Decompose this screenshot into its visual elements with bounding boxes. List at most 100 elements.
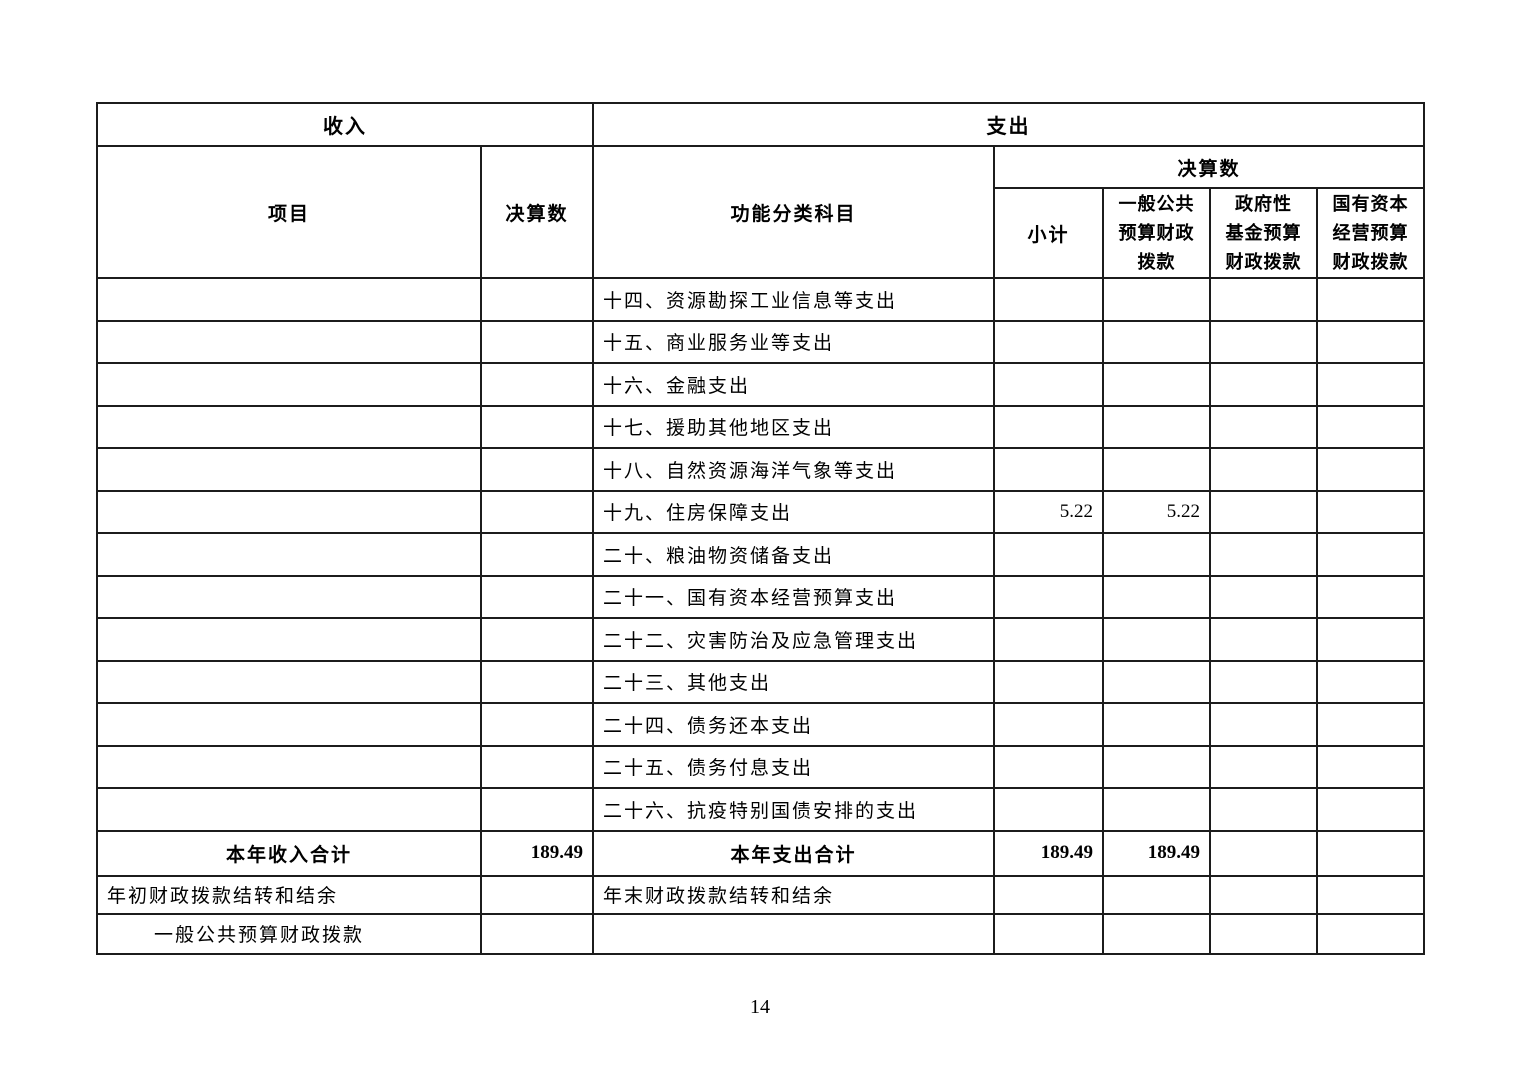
expense-general-cell: [1102, 574, 1211, 619]
income-amount-cell: [480, 744, 594, 789]
column-header-row-1: 项目 决算数 功能分类科目 决算数: [96, 145, 1426, 279]
expense-subtotal-cell: [993, 277, 1104, 322]
expense-subject-cell: 十九、住房保障支出: [592, 489, 995, 534]
column-header-row-2: 小计 一般公共 预算财政 拨款 政府性 基金预算 财政拨款 国有资本 经营预算 …: [97, 187, 1426, 279]
col-header-state-capital-budget: 国有资本 经营预算 财政拨款: [1315, 187, 1426, 279]
income-amount-cell: [480, 787, 594, 832]
expense-subject-cell: 十六、金融支出: [592, 362, 995, 407]
expense-carryover-sub-label: [592, 912, 995, 955]
col-header-item: 项目: [96, 145, 482, 279]
expense-subtotal-cell: [993, 787, 1104, 832]
income-amount-cell: [480, 362, 594, 407]
expense-general-cell: [1102, 532, 1211, 577]
table-row: 二十一、国有资本经营预算支出: [96, 574, 1426, 619]
expense-general-cell: 5.22: [1102, 489, 1211, 534]
expense-govfund-cell: [1209, 362, 1318, 407]
table-row: 二十六、抗疫特别国债安排的支出: [96, 787, 1426, 832]
expense-total-subtotal: 189.49: [993, 829, 1104, 877]
expense-general-cell: [1102, 404, 1211, 449]
income-amount-cell: [480, 574, 594, 619]
income-amount-cell: [480, 532, 594, 577]
table-row: 二十三、其他支出: [96, 659, 1426, 704]
col-header-subject: 功能分类科目: [592, 145, 995, 279]
expense-total-general: 189.49: [1102, 829, 1211, 877]
expense-govfund-cell: [1209, 574, 1318, 619]
expense-subject-cell: 二十三、其他支出: [592, 659, 995, 704]
expense-statecap-cell: [1315, 489, 1426, 534]
expense-carryover-sub-statecap: [1315, 912, 1426, 955]
expense-subtotal-cell: [993, 702, 1104, 747]
income-expense-table: 收入 支出 项目 决算数 功能分类科目 决算数 小计 一般公共 预算财政 拨款 …: [96, 102, 1426, 955]
expense-govfund-cell: [1209, 447, 1318, 492]
expense-govfund-cell: [1209, 617, 1318, 662]
table-row: 二十、粮油物资储备支出: [96, 532, 1426, 577]
expense-subtotal-cell: [993, 319, 1104, 364]
expense-govfund-cell: [1209, 319, 1318, 364]
expense-govfund-cell: [1209, 744, 1318, 789]
table-row: 十八、自然资源海洋气象等支出: [96, 447, 1426, 492]
expense-statecap-cell: [1315, 362, 1426, 407]
expense-carryover-sub-subtotal: [993, 912, 1104, 955]
table-row: 二十二、灾害防治及应急管理支出: [96, 617, 1426, 662]
expense-general-cell: [1102, 702, 1211, 747]
income-item-cell: [96, 744, 482, 789]
expense-subject-cell: 二十四、债务还本支出: [592, 702, 995, 747]
expense-statecap-cell: [1315, 574, 1426, 619]
expense-general-cell: [1102, 787, 1211, 832]
expense-carryover-sub-govfund: [1209, 912, 1318, 955]
expense-subject-cell: 十七、援助其他地区支出: [592, 404, 995, 449]
income-item-cell: [96, 659, 482, 704]
table-row: 十四、资源勘探工业信息等支出: [96, 277, 1426, 322]
income-item-cell: [96, 702, 482, 747]
expense-statecap-cell: [1315, 787, 1426, 832]
expense-govfund-cell: [1209, 659, 1318, 704]
expense-general-cell: [1102, 362, 1211, 407]
expense-subtotal-cell: [993, 404, 1104, 449]
carryover-sub-row: 一般公共预算财政拨款: [96, 912, 1426, 955]
income-item-cell: [96, 404, 482, 449]
table-row: 二十五、债务付息支出: [96, 744, 1426, 789]
expense-govfund-cell: [1209, 702, 1318, 747]
expense-carryover-subtotal: [993, 874, 1104, 915]
expense-carryover-general: [1102, 874, 1211, 915]
income-item-cell: [96, 787, 482, 832]
expense-carryover-statecap: [1315, 874, 1426, 915]
income-item-cell: [96, 574, 482, 619]
expense-subject-cell: 二十二、灾害防治及应急管理支出: [592, 617, 995, 662]
income-amount-cell: [480, 659, 594, 704]
carryover-row: 年初财政拨款结转和结余 年末财政拨款结转和结余: [96, 874, 1426, 915]
expense-govfund-cell: [1209, 787, 1318, 832]
income-item-cell: [96, 532, 482, 577]
expense-general-cell: [1102, 744, 1211, 789]
table-row: 十九、住房保障支出 5.22 5.22: [96, 489, 1426, 534]
expense-subject-cell: 二十一、国有资本经营预算支出: [592, 574, 995, 619]
expense-total-label: 本年支出合计: [592, 829, 995, 877]
income-amount-cell: [480, 404, 594, 449]
expense-carryover-label: 年末财政拨款结转和结余: [592, 874, 995, 915]
expense-subject-cell: 二十六、抗疫特别国债安排的支出: [592, 787, 995, 832]
expense-statecap-cell: [1315, 532, 1426, 577]
income-item-cell: [96, 489, 482, 534]
expense-subtotal-cell: [993, 447, 1104, 492]
income-amount-cell: [480, 702, 594, 747]
income-carryover-label: 年初财政拨款结转和结余: [96, 874, 482, 915]
col-header-gov-fund-budget: 政府性 基金预算 财政拨款: [1209, 187, 1318, 279]
expense-total-govfund: [1209, 829, 1318, 877]
expense-general-cell: [1102, 617, 1211, 662]
income-carryover-sub-label: 一般公共预算财政拨款: [96, 912, 482, 955]
expense-statecap-cell: [1315, 447, 1426, 492]
expense-subtotal-cell: 5.22: [993, 489, 1104, 534]
income-amount-cell: [480, 277, 594, 322]
expense-statecap-cell: [1315, 702, 1426, 747]
income-carryover-amount: [480, 874, 594, 915]
table-row: 十七、援助其他地区支出: [96, 404, 1426, 449]
page-number: 14: [750, 996, 770, 1018]
expense-statecap-cell: [1315, 404, 1426, 449]
col-header-income-amount: 决算数: [480, 145, 594, 279]
expense-subtotal-cell: [993, 574, 1104, 619]
income-item-cell: [96, 362, 482, 407]
expense-statecap-cell: [1315, 659, 1426, 704]
income-total-label: 本年收入合计: [96, 829, 482, 877]
income-amount-cell: [480, 489, 594, 534]
